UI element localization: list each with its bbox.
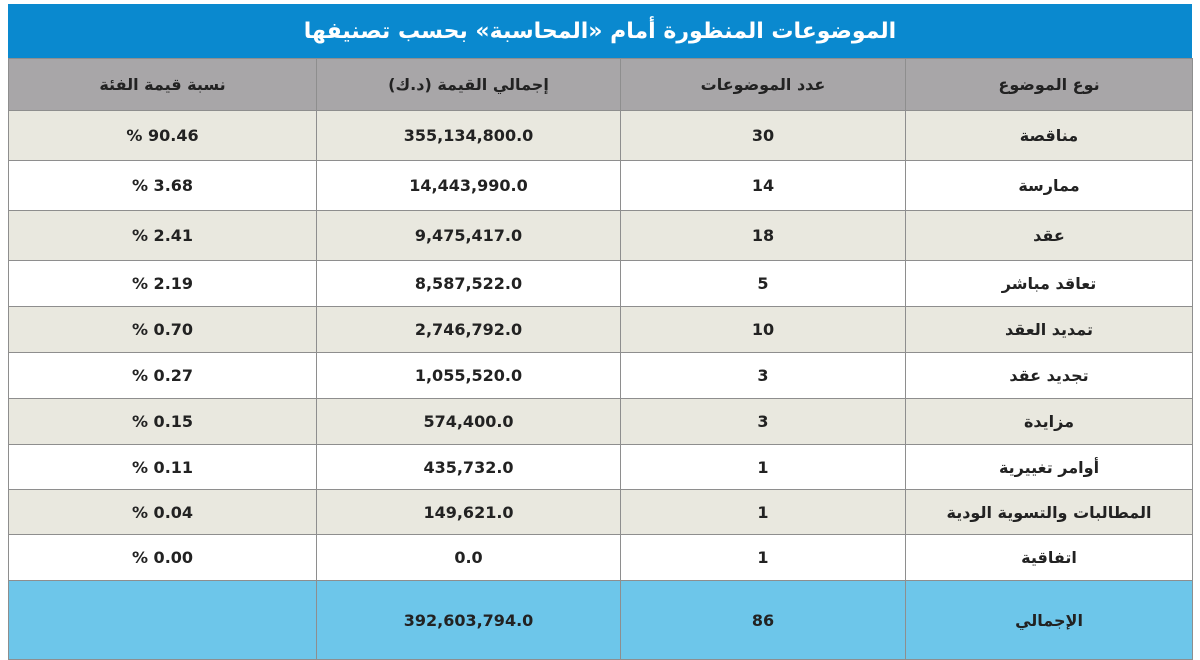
header-row: نوع الموضوع عدد الموضوعات إجمالي القيمة … — [8, 58, 1193, 111]
total-row: الإجمالي 86 392,603,794.0 — [8, 580, 1193, 660]
cell-value: 2,746,792.0 — [316, 306, 621, 353]
cell-value: 435,732.0 — [316, 444, 621, 490]
cell-type: أوامر تغييرية — [905, 444, 1193, 490]
total-label: الإجمالي — [905, 580, 1193, 660]
cell-type: اتفاقية — [905, 534, 1193, 581]
cell-value: 355,134,800.0 — [316, 110, 621, 161]
cell-percent: % 0.27 — [8, 352, 317, 399]
table-row: تعاقد مباشر 5 8,587,522.0% 2.19 — [8, 260, 1193, 307]
column-header-type: نوع الموضوع — [905, 58, 1193, 111]
cell-percent: % 0.70 — [8, 306, 317, 353]
cell-percent: % 90.46 — [8, 110, 317, 161]
cell-percent: % 3.68 — [8, 160, 317, 211]
table-row: ممارسة 14 14,443,990.0% 3.68 — [8, 160, 1193, 211]
cell-value: 8,587,522.0 — [316, 260, 621, 307]
cell-percent: % 2.19 — [8, 260, 317, 307]
total-value: 392,603,794.0 — [316, 580, 621, 660]
cell-value: 0.0 — [316, 534, 621, 581]
cell-count: 10 — [620, 306, 906, 353]
column-header-value: إجمالي القيمة (د.ك) — [316, 58, 621, 111]
cell-type: عقد — [905, 210, 1193, 261]
cell-count: 5 — [620, 260, 906, 307]
cell-percent: % 2.41 — [8, 210, 317, 261]
cell-value: 9,475,417.0 — [316, 210, 621, 261]
cell-percent: % 0.11 — [8, 444, 317, 490]
cell-count: 1 — [620, 489, 906, 535]
cell-type: تعاقد مباشر — [905, 260, 1193, 307]
total-count: 86 — [620, 580, 906, 660]
cell-count: 1 — [620, 534, 906, 581]
cell-value: 149,621.0 — [316, 489, 621, 535]
cell-type: تجديد عقد — [905, 352, 1193, 399]
table-row: مزايدة 3 574,400.0% 0.15 — [8, 398, 1193, 445]
cell-count: 30 — [620, 110, 906, 161]
cell-type: تمديد العقد — [905, 306, 1193, 353]
cell-type: مناقصة — [905, 110, 1193, 161]
column-header-count: عدد الموضوعات — [620, 58, 906, 111]
table-row: المطالبات والتسوية الودية 1 149,621.0% 0.0… — [8, 489, 1193, 535]
cell-value: 1,055,520.0 — [316, 352, 621, 399]
cell-percent: % 0.00 — [8, 534, 317, 581]
cell-count: 3 — [620, 398, 906, 445]
cell-value: 14,443,990.0 — [316, 160, 621, 211]
cell-count: 18 — [620, 210, 906, 261]
cell-percent: % 0.15 — [8, 398, 317, 445]
classification-table: نوع الموضوع عدد الموضوعات إجمالي القيمة … — [8, 58, 1193, 660]
cell-percent: % 0.04 — [8, 489, 317, 535]
table-row: أوامر تغييرية 1 435,732.0% 0.11 — [8, 444, 1193, 490]
table-row: عقد 18 9,475,417.0% 2.41 — [8, 210, 1193, 261]
cell-count: 1 — [620, 444, 906, 490]
column-header-percent: نسبة قيمة الفئة — [8, 58, 317, 111]
cell-type: ممارسة — [905, 160, 1193, 211]
classification-table-panel: الموضوعات المنظورة أمام «المحاسبة» بحسب … — [8, 4, 1193, 660]
table-row: اتفاقية 1 0.0% 0.00 — [8, 534, 1193, 581]
cell-count: 14 — [620, 160, 906, 211]
cell-count: 3 — [620, 352, 906, 399]
total-percent — [8, 580, 317, 660]
table-row: تمديد العقد 10 2,746,792.0% 0.70 — [8, 306, 1193, 353]
table-row: مناقصة 30 355,134,800.0% 90.46 — [8, 110, 1193, 161]
cell-value: 574,400.0 — [316, 398, 621, 445]
cell-type: مزايدة — [905, 398, 1193, 445]
cell-type: المطالبات والتسوية الودية — [905, 489, 1193, 535]
table-row: تجديد عقد 3 1,055,520.0% 0.27 — [8, 352, 1193, 399]
table-title: الموضوعات المنظورة أمام «المحاسبة» بحسب … — [8, 4, 1192, 58]
